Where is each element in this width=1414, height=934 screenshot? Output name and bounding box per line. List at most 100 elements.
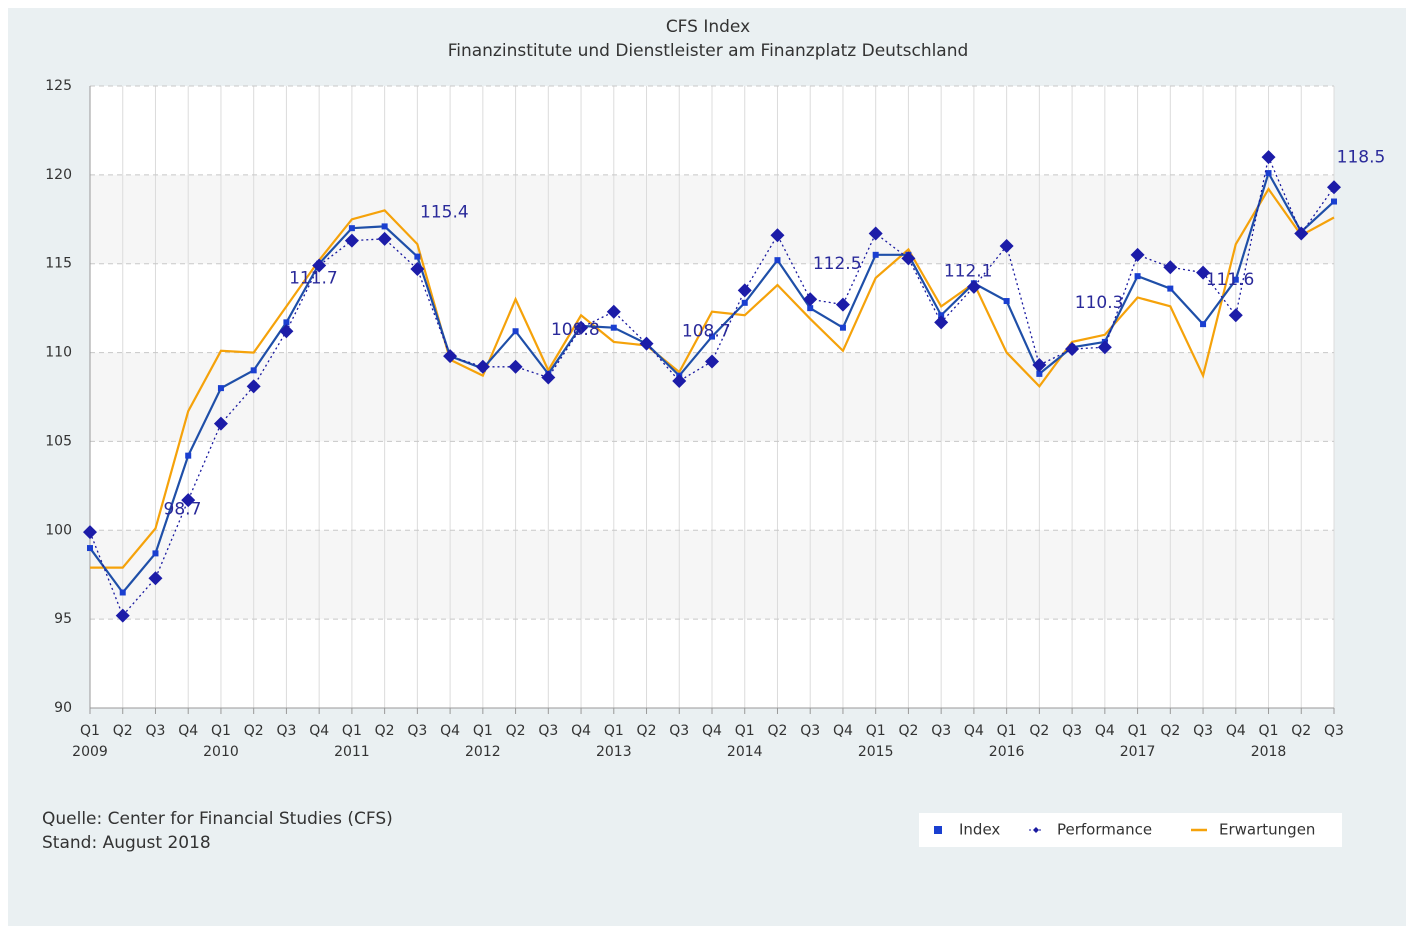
- x-tick-label: Q4: [571, 723, 591, 739]
- x-tick-label: Q4: [309, 723, 329, 739]
- chart-title: CFS Index: [666, 17, 750, 37]
- x-tick-label: Q4: [1095, 723, 1115, 739]
- point-marker: [868, 226, 883, 241]
- point-marker: [344, 233, 359, 248]
- x-tick-label: Q2: [1160, 723, 1180, 739]
- x-tick-label: Q2: [244, 723, 264, 739]
- point-marker: [1097, 340, 1112, 355]
- legend-symbol: [934, 826, 942, 834]
- point-marker: [213, 416, 228, 431]
- point-marker: [872, 251, 879, 258]
- point-marker: [672, 374, 687, 389]
- year-label: 2018: [1251, 744, 1287, 760]
- x-tick-label: Q3: [146, 723, 166, 739]
- x-tick-label: Q2: [1029, 723, 1049, 739]
- point-marker: [1265, 170, 1272, 177]
- point-marker: [152, 550, 159, 557]
- x-tick-label: Q3: [1062, 723, 1082, 739]
- legend-label: Performance: [1057, 821, 1152, 839]
- x-tick-label: Q1: [211, 723, 231, 739]
- point-marker: [770, 228, 785, 243]
- x-tick-label: Q1: [80, 723, 100, 739]
- data-label: 98.7: [164, 499, 202, 519]
- point-marker: [1196, 265, 1211, 280]
- point-marker: [1228, 308, 1243, 323]
- point-marker: [217, 385, 224, 392]
- data-label: 110.3: [1075, 293, 1124, 313]
- x-tick-label: Q1: [342, 723, 362, 739]
- point-marker: [115, 608, 130, 623]
- data-label: 118.5: [1337, 148, 1386, 168]
- x-tick-label: Q2: [637, 723, 657, 739]
- point-marker: [999, 238, 1014, 253]
- point-marker: [1331, 198, 1337, 205]
- data-label: 108.7: [682, 322, 731, 342]
- point-marker: [475, 359, 490, 374]
- x-tick-label: Q1: [473, 723, 493, 739]
- data-label: 111.7: [289, 268, 338, 288]
- x-tick-label: Q2: [768, 723, 788, 739]
- point-marker: [87, 545, 93, 552]
- point-marker: [1003, 298, 1010, 305]
- year-label: 2011: [334, 744, 370, 760]
- point-marker: [1232, 276, 1239, 283]
- point-marker: [934, 315, 949, 330]
- year-label: 2013: [596, 744, 632, 760]
- legend-symbol: [1033, 827, 1039, 833]
- x-tick-label: Q4: [702, 723, 722, 739]
- point-marker: [119, 589, 126, 596]
- point-marker: [377, 231, 392, 246]
- x-tick-label: Q3: [1324, 723, 1344, 739]
- x-tick-label: Q1: [604, 723, 624, 739]
- x-tick-label: Q1: [866, 723, 886, 739]
- x-tick-label: Q3: [669, 723, 689, 739]
- point-marker: [1327, 180, 1341, 195]
- x-tick-label: Q1: [735, 723, 755, 739]
- x-tick-label: Q3: [407, 723, 427, 739]
- legend-label: Index: [959, 821, 1000, 839]
- point-marker: [83, 525, 97, 540]
- y-tick-label: 100: [45, 522, 72, 538]
- x-tick-label: Q1: [997, 723, 1017, 739]
- point-marker: [1167, 285, 1174, 292]
- year-label: 2010: [203, 744, 239, 760]
- point-marker: [541, 370, 556, 385]
- y-tick-label: 125: [45, 78, 72, 94]
- point-marker: [574, 320, 589, 335]
- point-marker: [737, 283, 752, 298]
- point-marker: [606, 304, 621, 319]
- y-tick-label: 115: [45, 256, 72, 272]
- x-tick-label: Q2: [1291, 723, 1311, 739]
- data-label: 112.5: [813, 254, 862, 274]
- point-marker: [1130, 247, 1145, 262]
- point-marker: [381, 223, 388, 230]
- point-marker: [839, 324, 846, 331]
- x-tick-label: Q3: [931, 723, 951, 739]
- data-label: 108.8: [551, 320, 600, 340]
- series-line: [89, 154, 1335, 617]
- x-tick-label: Q2: [506, 723, 526, 739]
- x-tick-label: Q2: [375, 723, 395, 739]
- x-tick-label: Q3: [1193, 723, 1213, 739]
- point-marker: [901, 251, 916, 266]
- data-label: 111.6: [1206, 270, 1255, 290]
- point-marker: [639, 336, 654, 351]
- point-marker: [283, 319, 290, 326]
- x-tick-label: Q4: [1226, 723, 1246, 739]
- y-tick-label: 90: [54, 700, 72, 716]
- point-marker: [185, 452, 192, 459]
- chart-subtitle: Finanzinstitute und Dienstleister am Fin…: [448, 41, 969, 61]
- point-marker: [512, 328, 519, 335]
- year-label: 2012: [465, 744, 501, 760]
- point-marker: [1134, 273, 1141, 280]
- x-tick-label: Q3: [538, 723, 558, 739]
- x-tick-label: Q4: [178, 723, 198, 739]
- point-marker: [966, 279, 981, 294]
- series-line: [90, 187, 1335, 569]
- point-marker: [705, 354, 719, 369]
- year-label: 2017: [1120, 744, 1156, 760]
- x-tick-label: Q4: [833, 723, 853, 739]
- point-marker: [774, 257, 781, 264]
